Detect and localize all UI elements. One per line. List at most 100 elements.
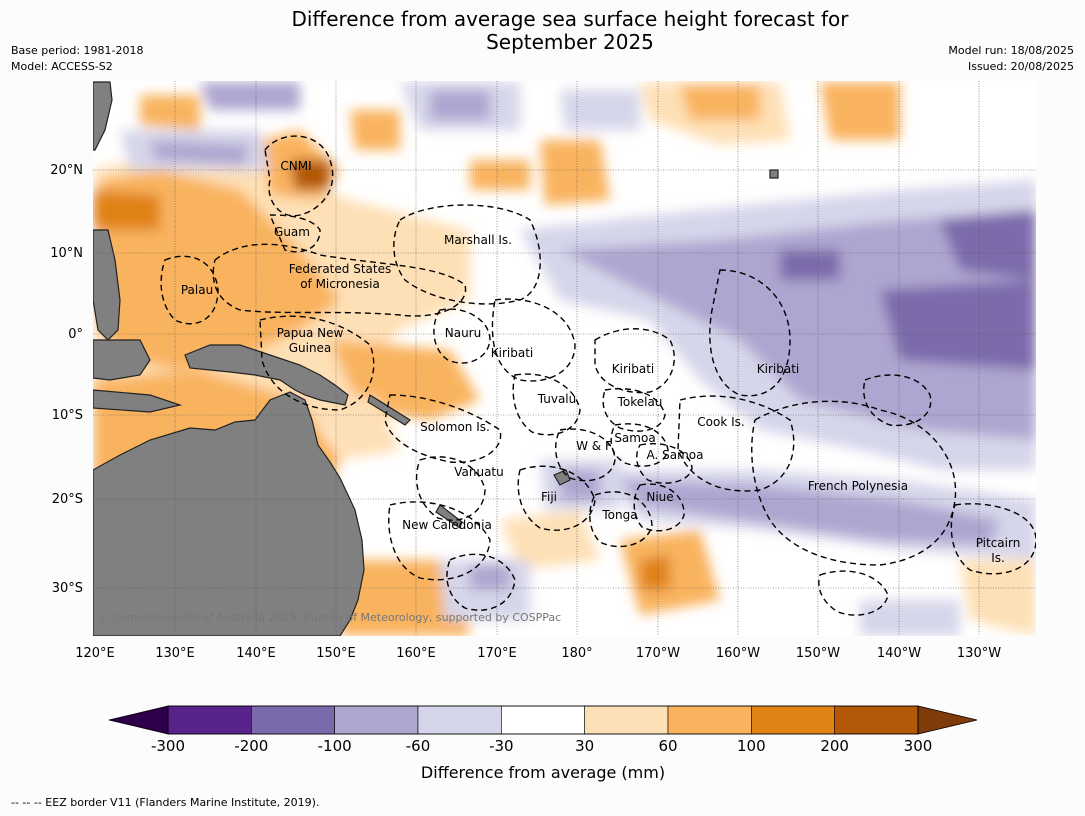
map-panel: CNMI Guam Marshall Is. Federated States …	[93, 81, 1036, 636]
hawaii-islands	[769, 169, 779, 179]
model-name: Model: ACCESS-S2	[11, 60, 113, 73]
colorbar-tick-label: 60	[658, 737, 677, 755]
label-vanuatu: Vanuatu	[454, 465, 504, 479]
strong-positive-anomaly	[640, 555, 670, 590]
label-tuvalu: Tuvalu	[537, 392, 577, 406]
lon-tick-130e: 130°E	[155, 646, 195, 661]
positive-anomaly-region	[140, 95, 200, 130]
positive-anomaly-region	[340, 560, 470, 636]
eez-nauru	[433, 308, 491, 364]
label-kiribati-central: Kiribati	[612, 362, 654, 376]
colorbar-tick-label: 200	[820, 737, 849, 755]
eez-tuvalu	[512, 373, 581, 436]
lat-tick-0: 0°	[68, 327, 83, 342]
negative-anomaly-region	[560, 210, 1036, 440]
label-niue: Niue	[646, 490, 673, 504]
eez-borders	[160, 135, 1036, 616]
eez-kiribati-phoenix	[594, 328, 675, 394]
colorbar-tick-label: -200	[234, 737, 268, 755]
chart-title: Difference from average sea surface heig…	[0, 8, 1085, 54]
label-fsm-1: Federated States	[289, 262, 391, 276]
eez-pitcairn	[950, 503, 1036, 575]
positive-anomaly-region	[540, 140, 610, 205]
colorbar-segment	[167, 705, 252, 735]
negative-anomaly-region	[430, 90, 490, 120]
label-palau: Palau	[181, 283, 213, 297]
positive-anomaly-region	[500, 510, 600, 570]
latitude-ticks: 20°N 10°N 0° 10°S 20°S 30°S	[50, 163, 83, 596]
lon-tick-140e: 140°E	[236, 646, 276, 661]
copyright-credit: © Commonwealth of Australia 2025, Bureau…	[98, 611, 561, 624]
lon-tick-150e: 150°E	[316, 646, 356, 661]
label-fiji: Fiji	[541, 490, 557, 504]
label-samoa: Samoa	[614, 431, 655, 445]
label-new-caledonia: New Caledonia	[402, 518, 492, 532]
base-period: Base period: 1981-2018	[11, 44, 144, 57]
colorbar-labels: -300 -200 -100 -60 -30 30 60 100 200 300	[151, 737, 932, 755]
negative-anomaly-region	[470, 565, 510, 590]
label-pitcairn-2: Is.	[991, 551, 1005, 565]
taiwan-landmass	[93, 81, 113, 151]
strong-positive-anomaly	[93, 190, 160, 230]
eez-footnote: -- -- -- EEZ border V11 (Flanders Marine…	[11, 796, 320, 809]
eez-niue	[633, 483, 685, 532]
eez-fiji	[517, 465, 596, 531]
lon-tick-120e: 120°E	[75, 646, 115, 661]
positive-anomaly-region	[350, 110, 400, 150]
strong-negative-anomaly	[880, 280, 1036, 370]
label-french-polynesia: French Polynesia	[808, 479, 908, 493]
lon-tick-180: 180°	[561, 646, 592, 661]
strong-positive-anomaly	[290, 160, 330, 190]
land-masses	[93, 81, 779, 636]
place-labels: CNMI Guam Marshall Is. Federated States …	[181, 159, 1020, 565]
label-tokelau: Tokelau	[617, 395, 663, 409]
lat-tick-10s: 10°S	[52, 408, 83, 423]
negative-anomaly-region	[200, 82, 300, 110]
eez-cnmi	[264, 135, 334, 217]
lat-tick-30s: 30°S	[52, 581, 83, 596]
anomaly-field	[93, 82, 1036, 636]
colorbar-frame	[167, 705, 919, 735]
label-guam: Guam	[274, 225, 310, 239]
colorbar-under-extension	[108, 705, 169, 735]
colorbar-segments	[167, 705, 919, 735]
longitude-ticks: 120°E 130°E 140°E 150°E 160°E 170°E 180°…	[75, 646, 1001, 661]
meta-right: Model run: 18/08/2025 Issued: 20/08/2025	[948, 43, 1074, 75]
colorbar-title: Difference from average (mm)	[421, 763, 665, 782]
indonesia-islands	[93, 389, 183, 413]
label-cook: Cook Is.	[697, 415, 744, 429]
new-guinea-landmass	[184, 344, 349, 406]
colorbar-segment	[834, 705, 919, 735]
eez-kiribati-line	[709, 269, 791, 397]
eez-samoa	[610, 423, 669, 467]
issued-date: Issued: 20/08/2025	[967, 60, 1074, 73]
label-fsm-2: of Micronesia	[300, 277, 380, 291]
positive-anomaly-region	[470, 160, 530, 190]
eez-new-caledonia	[388, 501, 491, 581]
negative-anomaly-region	[560, 90, 640, 130]
lon-tick-160w: 160°W	[716, 646, 760, 661]
eez-cook	[677, 395, 795, 492]
lon-tick-170w: 170°W	[636, 646, 680, 661]
eez-fsm	[212, 243, 467, 317]
label-pitcairn-1: Pitcairn	[976, 536, 1021, 550]
colorbar-segment	[584, 705, 669, 735]
positive-anomaly-region	[820, 82, 900, 140]
lat-tick-20n: 20°N	[50, 163, 83, 178]
colorbar-tick-label: -100	[318, 737, 352, 755]
colorbar-segment	[251, 705, 335, 735]
australia-landmass	[93, 391, 365, 636]
lon-tick-150w: 150°W	[796, 646, 840, 661]
colorbar-segment	[417, 705, 502, 735]
lon-tick-160e: 160°E	[396, 646, 436, 661]
colorbar-segment	[334, 705, 419, 735]
colorbar-tick-label: -30	[489, 737, 514, 755]
graticule	[93, 81, 1036, 636]
new-caledonia-landmass	[435, 504, 463, 529]
positive-anomaly-region	[680, 85, 760, 120]
eez-american-samoa	[636, 443, 693, 484]
eez-norfolk	[446, 553, 516, 611]
label-nauru: Nauru	[445, 326, 481, 340]
solomon-islands	[367, 394, 411, 426]
